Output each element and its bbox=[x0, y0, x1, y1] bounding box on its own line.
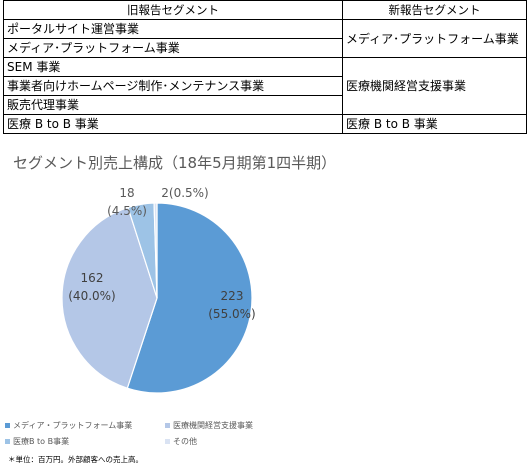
segment-table: 旧報告セグメント 新報告セグメント ポータルサイト運営事業 メディア･プラットフ… bbox=[3, 0, 527, 134]
legend-swatch bbox=[5, 439, 10, 444]
legend-item: メディア・プラットフォーム事業 bbox=[5, 419, 132, 432]
legend-swatch bbox=[5, 423, 10, 428]
slice-percent-label: (40.0%) bbox=[68, 289, 115, 303]
slice-value-label: 223 bbox=[221, 289, 244, 303]
legend-item: 医療機関経営支援事業 bbox=[165, 419, 253, 432]
legend-item: 医療B to B事業 bbox=[5, 435, 69, 448]
legend-label: 医療B to B事業 bbox=[13, 437, 70, 446]
pie-slice bbox=[153, 202, 158, 299]
pie-slice bbox=[126, 202, 253, 394]
legend-swatch bbox=[165, 439, 170, 444]
legend-swatch bbox=[165, 423, 170, 428]
legend-label: メディア・プラットフォーム事業 bbox=[13, 421, 133, 430]
legend-label: その他 bbox=[173, 437, 197, 446]
unit-note: ＊単位：百万円。外部顧客への売上高。 bbox=[8, 455, 143, 464]
slice-value-label: 18 bbox=[119, 186, 134, 200]
old-segment-cell: 医療 B to B 事業 bbox=[3, 114, 343, 134]
pie-slice bbox=[61, 206, 158, 389]
slice-percent-label: (4.5%) bbox=[107, 204, 147, 218]
slice-value-label: 162 bbox=[81, 271, 104, 285]
slice-value-label: 2(0.5%) bbox=[161, 186, 208, 200]
old-segment-cell: 事業者向けホームページ制作･メンテナンス事業 bbox=[3, 76, 343, 96]
chart-title: セグメント別売上構成（18年5月期第1四半期） bbox=[13, 154, 337, 172]
old-segment-cell: メディア･プラットフォーム事業 bbox=[3, 38, 343, 58]
new-segment-cell: 医療 B to B 事業 bbox=[342, 114, 527, 134]
legend-item: その他 bbox=[165, 435, 197, 448]
legend-label: 医療機関経営支援事業 bbox=[173, 421, 253, 430]
slice-percent-label: (55.0%) bbox=[208, 307, 255, 321]
